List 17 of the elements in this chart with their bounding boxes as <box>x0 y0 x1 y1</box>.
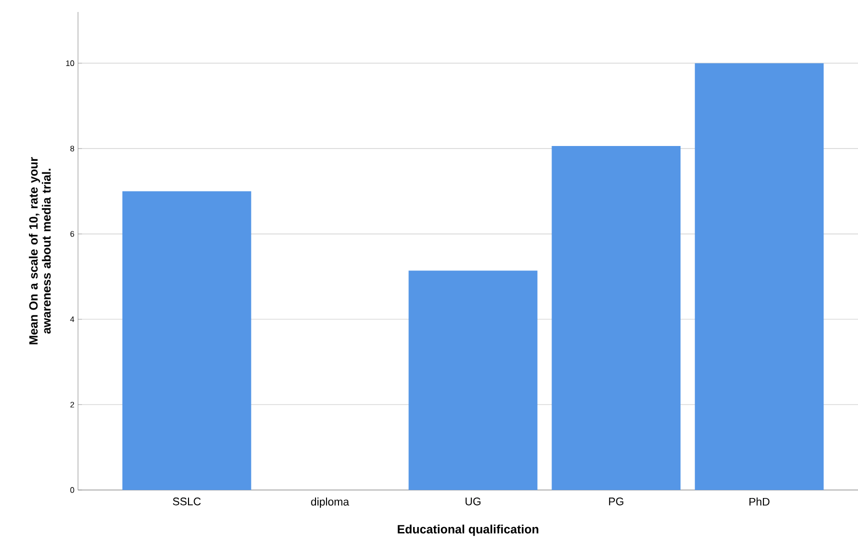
y-tick-label: 6 <box>70 231 74 237</box>
x-tick-label: UG <box>466 498 480 506</box>
y-tick-label: 4 <box>70 316 74 322</box>
x-tick-label: PG <box>609 498 624 506</box>
y-tick-label: 0 <box>70 487 74 493</box>
x-tick-label: SSLC <box>172 498 201 506</box>
x-tick-label: diploma <box>311 498 350 508</box>
bar <box>122 191 252 490</box>
bar <box>408 270 538 490</box>
x-axis-title: Educational qualification <box>398 524 538 536</box>
bar <box>694 63 824 490</box>
bar <box>552 146 681 490</box>
y-tick-label: 10 <box>66 60 74 66</box>
x-tick-label: PhD <box>749 498 770 506</box>
y-tick-label: 8 <box>70 146 74 152</box>
y-axis-title: Mean On a scale of 10, rate your awareness about media trial. <box>28 157 51 344</box>
y-tick-label: 2 <box>70 402 74 408</box>
